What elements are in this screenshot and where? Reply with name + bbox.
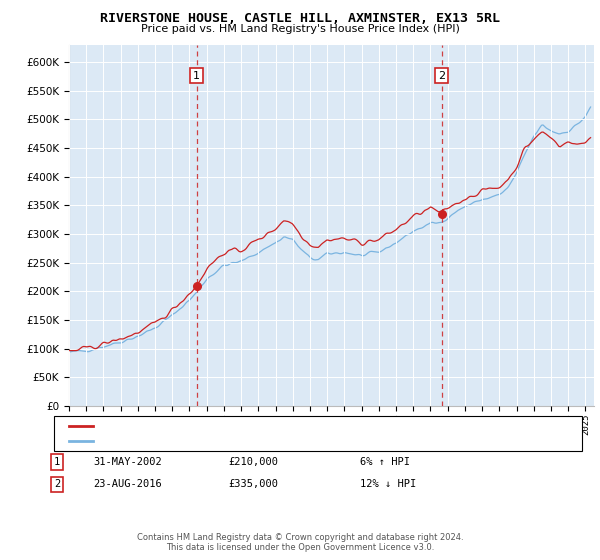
Text: £210,000: £210,000 <box>228 457 278 467</box>
Text: This data is licensed under the Open Government Licence v3.0.: This data is licensed under the Open Gov… <box>166 543 434 552</box>
Text: 12% ↓ HPI: 12% ↓ HPI <box>360 479 416 489</box>
Text: RIVERSTONE HOUSE, CASTLE HILL, AXMINSTER, EX13 5RL: RIVERSTONE HOUSE, CASTLE HILL, AXMINSTER… <box>100 12 500 25</box>
Text: 1: 1 <box>54 457 60 467</box>
Text: 6% ↑ HPI: 6% ↑ HPI <box>360 457 410 467</box>
Text: Contains HM Land Registry data © Crown copyright and database right 2024.: Contains HM Land Registry data © Crown c… <box>137 533 463 542</box>
Text: 23-AUG-2016: 23-AUG-2016 <box>93 479 162 489</box>
Text: HPI: Average price, detached house, East Devon: HPI: Average price, detached house, East… <box>99 436 335 446</box>
Text: 31-MAY-2002: 31-MAY-2002 <box>93 457 162 467</box>
Text: Price paid vs. HM Land Registry's House Price Index (HPI): Price paid vs. HM Land Registry's House … <box>140 24 460 34</box>
Text: 2: 2 <box>54 479 60 489</box>
Text: RIVERSTONE HOUSE, CASTLE HILL, AXMINSTER, EX13 5RL (detached house): RIVERSTONE HOUSE, CASTLE HILL, AXMINSTER… <box>99 421 472 431</box>
Text: £335,000: £335,000 <box>228 479 278 489</box>
Text: 1: 1 <box>193 71 200 81</box>
Text: 2: 2 <box>438 71 445 81</box>
